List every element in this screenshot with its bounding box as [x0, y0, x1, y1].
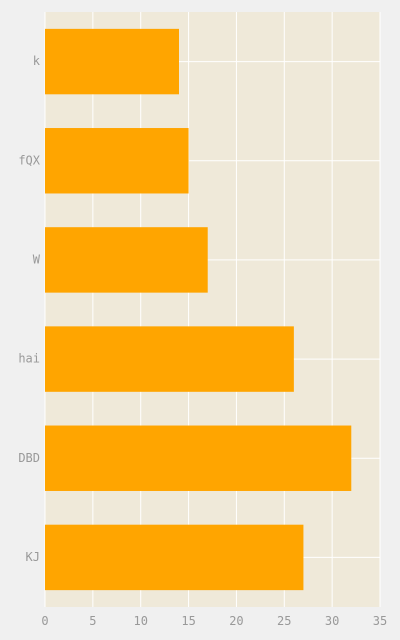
- x-tick-labels: 0 5 10 15 20 25 30 35: [41, 614, 387, 628]
- x-tick-label: 20: [229, 614, 243, 628]
- x-tick-label: 0: [41, 614, 48, 628]
- x-tick-label: 30: [325, 614, 339, 628]
- x-tick-label: 15: [181, 614, 195, 628]
- y-tick-label: DBD: [18, 451, 40, 465]
- y-tick-label: k: [33, 54, 41, 68]
- bar-fQX: [45, 128, 189, 194]
- y-tick-label: W: [33, 252, 41, 266]
- y-tick-label: hai: [18, 352, 40, 366]
- bar-hai: [45, 326, 294, 392]
- plot-area: [45, 12, 380, 607]
- x-tick-label: 5: [89, 614, 96, 628]
- bars: [45, 28, 352, 591]
- bar-DBD: [45, 425, 352, 491]
- x-tick-label: 35: [373, 614, 387, 628]
- x-tick-label: 25: [277, 614, 291, 628]
- y-tick-label: KJ: [26, 550, 40, 564]
- bar-KJ: [45, 524, 304, 591]
- x-tick-label: 10: [133, 614, 147, 628]
- bar-W: [45, 227, 208, 293]
- bar-k: [45, 28, 179, 95]
- y-tick-label: fQX: [18, 153, 40, 167]
